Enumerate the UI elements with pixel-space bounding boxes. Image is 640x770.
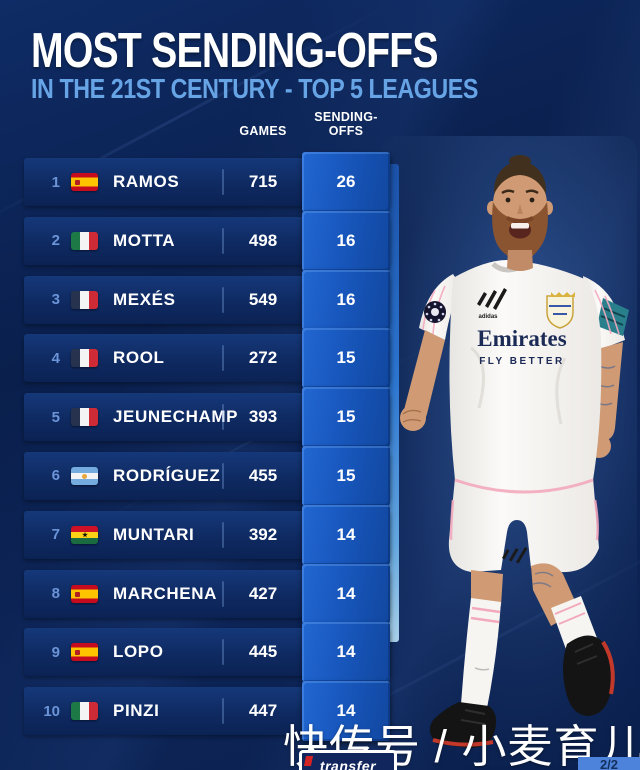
france-flag-icon bbox=[71, 408, 98, 427]
sending-offs-value-box: 16 bbox=[302, 269, 390, 330]
games-value: 392 bbox=[248, 524, 278, 544]
games-value: 715 bbox=[248, 172, 278, 191]
player-photo: adidas Emirates FLY BETTER bbox=[375, 128, 640, 770]
table-row: 1 RAMOS 715 26 bbox=[24, 152, 390, 212]
sending-offs-value-box: 15 bbox=[302, 387, 390, 448]
column-divider bbox=[222, 639, 224, 666]
italy-flag-icon bbox=[71, 231, 98, 250]
table-row: 2 MOTTA 498 16 bbox=[24, 210, 390, 271]
column-divider bbox=[222, 404, 224, 431]
player-name: LOPO bbox=[113, 642, 164, 662]
rank-number: 5 bbox=[51, 408, 60, 426]
table-row: 6 RODRÍGUEZ 455 15 bbox=[24, 445, 390, 506]
player-head bbox=[487, 155, 553, 261]
sending-offs-value-box: 15 bbox=[302, 445, 390, 506]
rank-number: 7 bbox=[51, 526, 60, 544]
player-name: MARCHENA bbox=[113, 583, 217, 603]
games-value: 498 bbox=[248, 230, 278, 250]
sending-offs-value-box: 14 bbox=[302, 504, 390, 565]
transfermarkt-logo: transfer bbox=[299, 750, 397, 770]
player-name: JEUNECHAMP bbox=[113, 407, 239, 427]
player-name: RAMOS bbox=[113, 172, 180, 191]
column-header-games: GAMES bbox=[239, 124, 287, 138]
player-name: MUNTARI bbox=[113, 524, 195, 544]
sending-offs-value-box: 14 bbox=[302, 622, 390, 683]
sending-offs-value-box: 14 bbox=[302, 681, 390, 742]
argentina-flag-icon bbox=[71, 466, 98, 485]
column-header-sending-offs-line1: SENDING- bbox=[314, 110, 378, 124]
rank-number: 1 bbox=[51, 173, 60, 191]
player-name: PINZI bbox=[113, 701, 160, 721]
standing-boot bbox=[429, 702, 497, 748]
player-illustration: adidas Emirates FLY BETTER bbox=[375, 136, 637, 766]
games-value: 427 bbox=[248, 583, 278, 603]
games-value: 393 bbox=[248, 407, 278, 427]
column-divider bbox=[222, 521, 224, 548]
column-divider bbox=[222, 580, 224, 607]
games-value: 447 bbox=[248, 701, 278, 721]
raised-boot bbox=[563, 635, 615, 716]
table-row: 8 MARCHENA 427 14 bbox=[24, 563, 390, 624]
rank-number: 9 bbox=[51, 643, 60, 661]
column-divider bbox=[222, 169, 224, 195]
rank-number: 6 bbox=[51, 467, 60, 485]
table-row: 5 JEUNECHAMP 393 15 bbox=[24, 387, 390, 448]
player-name: ROOL bbox=[113, 348, 165, 368]
column-divider bbox=[222, 227, 224, 254]
column-header-sending-offs-line2: OFFS bbox=[328, 124, 364, 138]
games-value: 455 bbox=[248, 465, 278, 485]
shorts-adidas-logo-icon bbox=[502, 547, 528, 564]
transfer-logo-red-mark bbox=[303, 756, 314, 766]
table-row: 9 LOPO 445 14 bbox=[24, 622, 390, 683]
page-subtitle: IN THE 21ST CENTURY - TOP 5 LEAGUES bbox=[31, 73, 478, 104]
transfer-logo-text: transfer bbox=[319, 758, 377, 770]
italy-flag-icon bbox=[71, 702, 98, 721]
sending-offs-value-box: 16 bbox=[302, 210, 390, 271]
rank-number: 4 bbox=[51, 349, 60, 367]
adidas-logo-icon: adidas bbox=[477, 288, 507, 320]
knee-tattoos bbox=[532, 571, 554, 588]
france-flag-icon bbox=[71, 290, 98, 309]
spain-flag-icon bbox=[71, 584, 98, 603]
spain-flag-icon bbox=[71, 643, 98, 662]
svg-text:adidas: adidas bbox=[478, 314, 498, 320]
rank-number: 8 bbox=[51, 585, 60, 603]
rank-number: 10 bbox=[43, 702, 60, 720]
table-row: 10 PINZI 447 14 bbox=[24, 681, 390, 742]
table-row: 4 ROOL 272 15 bbox=[24, 328, 390, 389]
sending-offs-value-box: 14 bbox=[302, 563, 390, 624]
player-name: RODRÍGUEZ bbox=[113, 465, 221, 485]
games-value: 549 bbox=[248, 289, 278, 309]
spain-flag-icon bbox=[71, 173, 98, 191]
real-madrid-crest-icon bbox=[546, 292, 575, 329]
jersey-sponsor-text: Emirates bbox=[477, 326, 566, 351]
sending-offs-value-box: 26 bbox=[302, 152, 390, 212]
column-divider bbox=[222, 698, 224, 725]
rank-number: 2 bbox=[51, 232, 60, 250]
page-title: MOST SENDING-OFFS bbox=[31, 24, 439, 78]
column-divider bbox=[222, 345, 224, 372]
jersey-sponsor-tagline: FLY BETTER bbox=[479, 356, 565, 367]
table-row: 3 MEXÉS 549 16 bbox=[24, 269, 390, 330]
sending-offs-value-box: 15 bbox=[302, 328, 390, 389]
player-name: MOTTA bbox=[113, 230, 176, 250]
rank-number: 3 bbox=[51, 291, 60, 309]
france-flag-icon bbox=[71, 349, 98, 368]
player-figure: adidas Emirates FLY BETTER bbox=[400, 155, 629, 748]
ucl-starball-icon bbox=[424, 301, 446, 323]
ghana-flag-icon bbox=[71, 525, 98, 544]
column-divider bbox=[222, 462, 224, 489]
ranking-table-body: 1 RAMOS 715 26 2 MOTTA 498 16 3 MEXÉS 54… bbox=[24, 152, 390, 746]
games-value: 445 bbox=[248, 642, 278, 662]
games-value: 272 bbox=[248, 348, 278, 368]
player-name: MEXÉS bbox=[113, 289, 176, 309]
column-divider bbox=[222, 286, 224, 313]
column-header-sending-offs: SENDING- OFFS bbox=[302, 110, 390, 138]
table-row: 7 MUNTARI 392 14 bbox=[24, 504, 390, 565]
page-number-badge: 2/2 bbox=[578, 757, 640, 770]
